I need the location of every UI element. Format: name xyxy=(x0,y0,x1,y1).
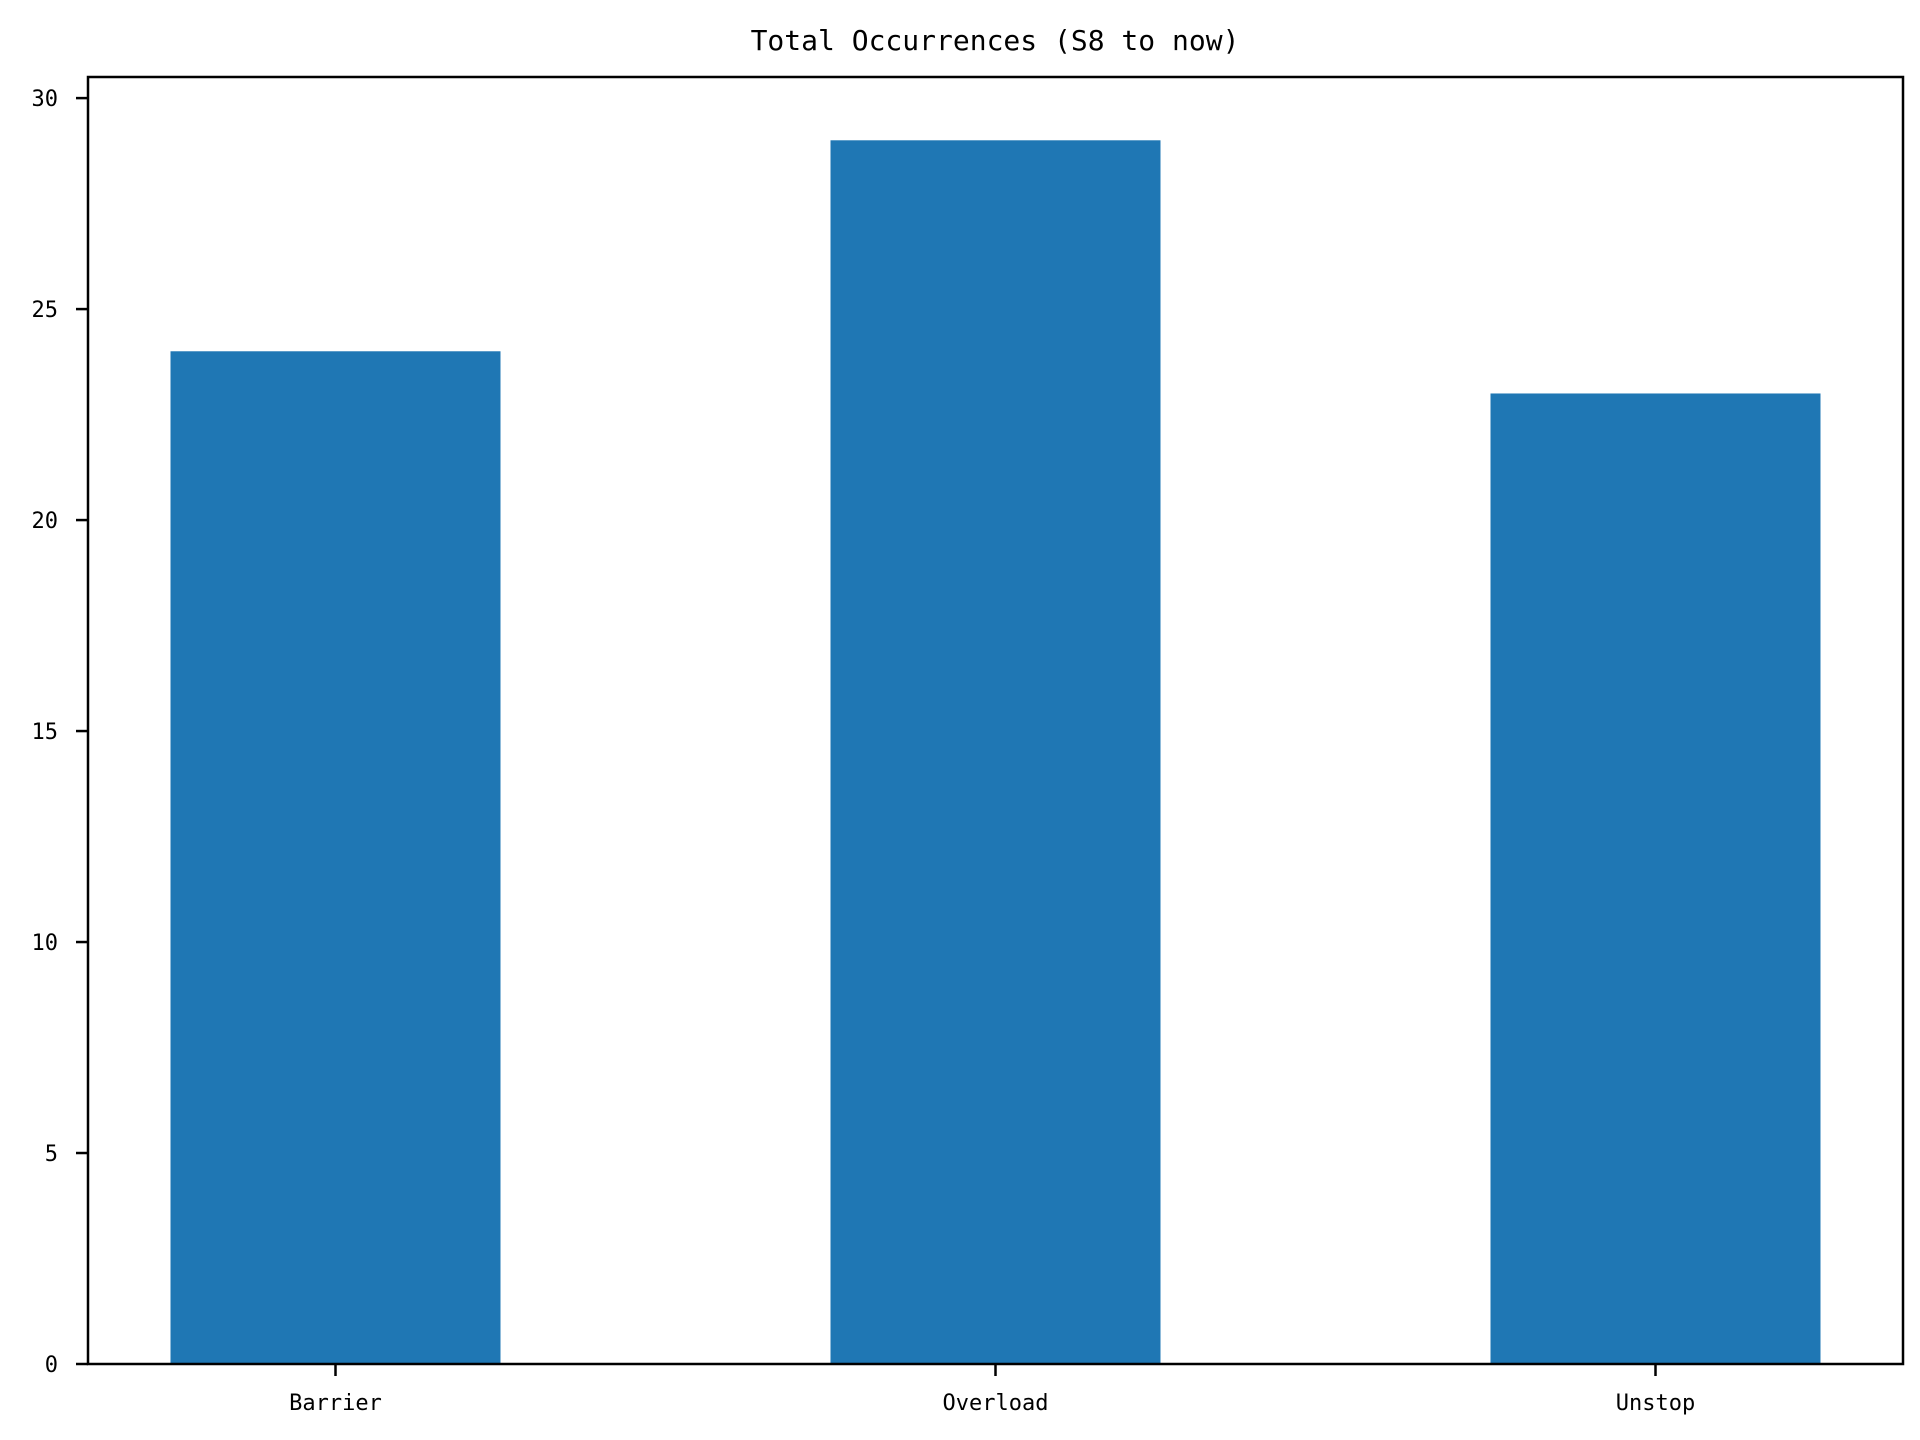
y-tick-label: 20 xyxy=(32,509,59,534)
bar-barrier xyxy=(170,351,501,1364)
y-tick-label: 25 xyxy=(32,298,59,323)
bar-unstop xyxy=(1490,393,1821,1364)
y-tick-label: 15 xyxy=(32,720,59,745)
chart-title: Total Occurrences (S8 to now) xyxy=(751,24,1240,57)
y-axis: 0 5 10 15 20 25 30 xyxy=(32,87,88,1378)
x-tick-label: Barrier xyxy=(289,1391,382,1416)
bar-overload xyxy=(830,140,1161,1365)
x-tick-label: Overload xyxy=(943,1391,1049,1416)
y-tick-label: 0 xyxy=(45,1353,58,1378)
y-tick-label: 5 xyxy=(45,1142,58,1167)
y-tick-label: 10 xyxy=(32,931,59,956)
x-axis: Barrier Overload Unstop xyxy=(289,1364,1695,1416)
y-tick-label: 30 xyxy=(32,87,59,112)
bars xyxy=(170,140,1821,1365)
x-tick-label: Unstop xyxy=(1616,1391,1695,1416)
